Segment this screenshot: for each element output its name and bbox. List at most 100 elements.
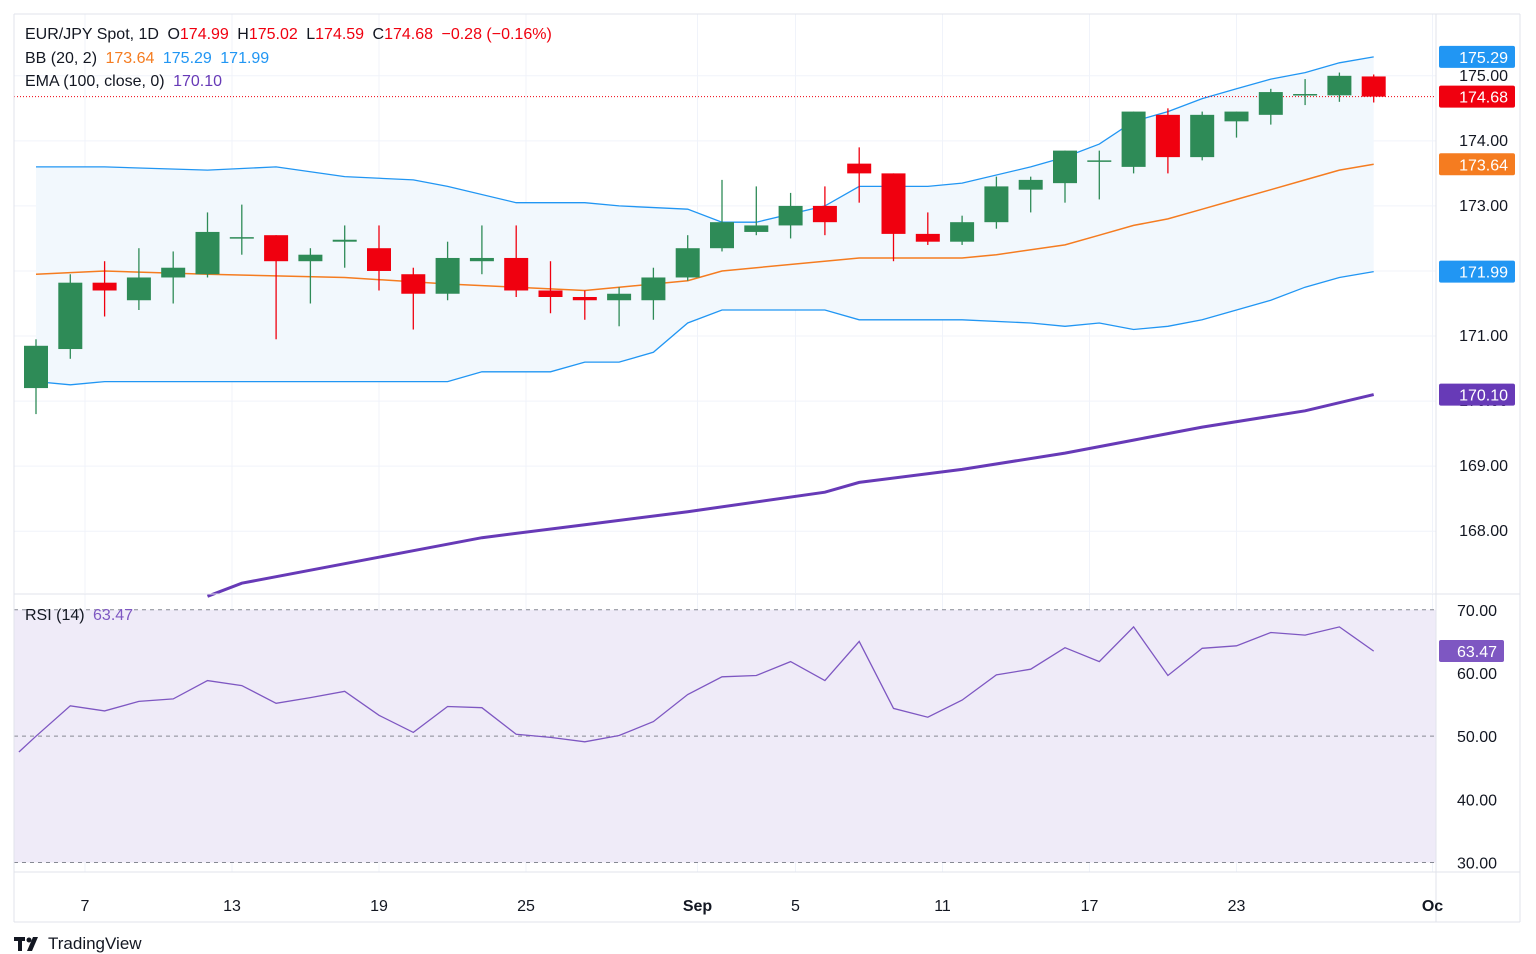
- candle-body: [195, 231, 220, 275]
- price-scale-badge: [1439, 383, 1515, 406]
- rsi-legend-label: RSI (14): [25, 607, 85, 624]
- candle-body: [435, 257, 460, 294]
- candle-body: [1327, 75, 1352, 96]
- change-value: −0.28 (−0.16%): [441, 26, 552, 43]
- time-tick-label: 7: [81, 898, 90, 915]
- candle-body: [710, 222, 734, 249]
- ema-100-line: [206, 393, 1375, 598]
- time-tick-label: Sep: [683, 898, 713, 915]
- price-tick-label: 169.00: [1459, 458, 1508, 475]
- candle-body: [744, 225, 769, 232]
- candle-body: [332, 239, 357, 242]
- price-scale[interactable]: 168.00169.00170.00171.00172.00173.00174.…: [1459, 68, 1508, 540]
- candle-body: [641, 277, 666, 301]
- candle-body: [1224, 111, 1249, 122]
- price-scale-badge: [1439, 260, 1515, 283]
- close-label: C: [372, 26, 385, 43]
- high-label: H: [237, 26, 249, 43]
- price-tick-label: 175.00: [1459, 68, 1508, 85]
- candle-body: [1087, 160, 1112, 162]
- bollinger-band-fill: [36, 56, 1374, 385]
- candle-body: [812, 205, 837, 223]
- price-tick-label: 171.00: [1459, 328, 1508, 345]
- candle-body: [229, 237, 254, 239]
- rsi-tick-label: 70.00: [1457, 603, 1497, 620]
- candle-body: [1293, 94, 1318, 96]
- time-axis[interactable]: 7 13 19 25 Sep 5 11 17 23 Oc: [81, 898, 1444, 915]
- rsi-tick-label: 50.00: [1457, 729, 1497, 746]
- candle-body: [161, 267, 186, 278]
- candle-body: [1155, 114, 1180, 158]
- candle-body: [401, 274, 426, 294]
- rsi-tick-label: 30.00: [1457, 856, 1497, 873]
- price-tick-label: 173.00: [1459, 198, 1508, 215]
- candle-body: [1190, 114, 1215, 158]
- candle-body: [847, 163, 872, 174]
- price-scale-badge: [1439, 45, 1515, 68]
- time-tick-label: 25: [517, 898, 535, 915]
- time-tick-label: 17: [1081, 898, 1099, 915]
- price-scale-badge-text: 174.68: [1459, 90, 1508, 107]
- rsi-line: [18, 625, 1375, 753]
- candle-body: [778, 205, 803, 226]
- tradingview-brand: TradingView: [48, 934, 142, 953]
- bb-legend-lower: 171.99: [220, 50, 270, 67]
- high-value: 175.02: [248, 26, 298, 43]
- rsi-scale[interactable]: 30.00 40.00 50.00 60.00 70.00 63.47: [1439, 603, 1504, 873]
- bb-legend[interactable]: BB (20, 2) 173.64 175.29 171.99: [25, 50, 273, 68]
- time-tick-label: Oc: [1422, 898, 1443, 915]
- bb-legend-upper: 175.29: [162, 50, 212, 67]
- candle-body: [1053, 150, 1077, 184]
- open-value: 174.99: [179, 26, 229, 43]
- price-tick-label: 168.00: [1459, 523, 1508, 540]
- candle-body: [1018, 179, 1043, 190]
- rsi-scale-badge: [1439, 640, 1504, 663]
- candle-body: [367, 248, 391, 271]
- rsi-scale-badge-text: 63.47: [1457, 644, 1497, 661]
- candle-body: [915, 233, 940, 242]
- candle-body: [469, 257, 494, 262]
- candle-body: [675, 248, 700, 278]
- symbol-legend: EUR/JPY Spot, 1D O174.99 H175.02 L174.59…: [25, 26, 556, 44]
- candle-body: [572, 296, 597, 301]
- time-tick-label: 13: [223, 898, 241, 915]
- rsi-grid: [14, 609, 1436, 864]
- time-tick-label: 19: [370, 898, 388, 915]
- price-scale-badge: [1439, 153, 1515, 176]
- bollinger-basis-line: [35, 163, 1374, 292]
- candle-body: [58, 282, 83, 350]
- open-label: O: [167, 26, 180, 43]
- candle-body: [92, 282, 117, 291]
- candle-body: [264, 235, 289, 262]
- candle-body: [984, 186, 1009, 223]
- tradingview-logo[interactable]: TradingView: [14, 934, 142, 954]
- candlestick-series: [24, 72, 1386, 415]
- bollinger-upper-line: [36, 56, 1374, 223]
- candle-body: [881, 173, 906, 234]
- candle-body: [1121, 111, 1146, 167]
- price-scale-badge-text: 171.99: [1459, 265, 1508, 282]
- price-scale-badge: [1439, 85, 1515, 108]
- ema-legend-value: 170.10: [173, 73, 223, 90]
- ema-legend-label: EMA (100, close, 0): [25, 73, 165, 90]
- bb-legend-label: BB (20, 2): [25, 50, 98, 67]
- rsi-legend-value: 63.47: [93, 607, 134, 624]
- close-value: 174.68: [384, 26, 434, 43]
- price-scale-badge-text: 170.10: [1459, 388, 1508, 405]
- bb-legend-basis: 173.64: [105, 50, 155, 67]
- rsi-tick-label: 40.00: [1457, 792, 1497, 809]
- ema-legend[interactable]: EMA (100, close, 0) 170.10: [25, 73, 226, 91]
- symbol-title[interactable]: EUR/JPY Spot, 1D: [25, 26, 159, 43]
- candle-body: [504, 257, 529, 291]
- rsi-tick-label: 60.00: [1457, 666, 1497, 683]
- price-scale-labels: 175.29 174.68 173.64 171.99 170.10: [1439, 45, 1515, 406]
- candle-body: [1258, 92, 1283, 115]
- candle-body: [607, 293, 632, 301]
- rsi-legend[interactable]: RSI (14) 63.47: [25, 607, 137, 625]
- low-label: L: [306, 26, 316, 43]
- time-tick-label: 11: [934, 898, 951, 915]
- price-scale-badge-text: 173.64: [1459, 157, 1508, 174]
- candle-body: [24, 345, 48, 389]
- pane-frames: [13, 13, 1521, 923]
